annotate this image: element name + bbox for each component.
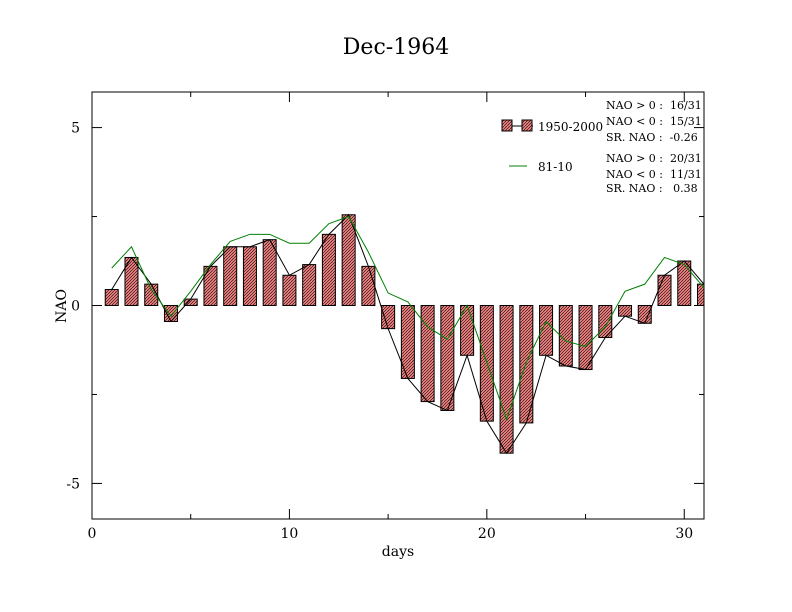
legend-bar-swatch-right bbox=[521, 119, 533, 132]
y-tick-label: 0 bbox=[71, 299, 80, 315]
bar bbox=[302, 264, 317, 306]
x-tick-label: 20 bbox=[478, 526, 496, 542]
stat-b-neg: NAO < 0 : 11/31 bbox=[606, 168, 702, 181]
x-tick-label: 10 bbox=[281, 526, 299, 542]
bar bbox=[341, 214, 356, 306]
bar bbox=[637, 305, 652, 324]
bar bbox=[242, 246, 257, 307]
bar bbox=[282, 274, 297, 307]
x-axis-label: days bbox=[382, 544, 414, 560]
bar bbox=[657, 274, 672, 307]
bar bbox=[420, 305, 435, 403]
series-line-81-10 bbox=[111, 215, 705, 421]
bar bbox=[697, 283, 705, 306]
y-tick-label: 5 bbox=[71, 121, 80, 137]
bar bbox=[223, 246, 238, 307]
stat-b-sr: SR. NAO : 0.38 bbox=[606, 182, 698, 195]
x-tick-label: 0 bbox=[88, 526, 97, 542]
bar-series-1950-2000 bbox=[104, 214, 705, 454]
stat-b-pos: NAO > 0 : 20/31 bbox=[606, 152, 702, 165]
bar bbox=[677, 260, 692, 307]
bar bbox=[104, 288, 119, 306]
bar bbox=[519, 305, 534, 424]
line-layer bbox=[111, 213, 705, 455]
bar bbox=[618, 305, 633, 317]
bar bbox=[499, 305, 514, 454]
chart-title: Dec-1964 bbox=[343, 35, 449, 60]
legend-label-1950-2000: 1950-2000 bbox=[538, 120, 603, 134]
stat-a-neg: NAO < 0 : 15/31 bbox=[606, 115, 702, 128]
bar bbox=[203, 265, 218, 307]
stat-a-sr: SR. NAO : -0.26 bbox=[606, 131, 698, 144]
bar bbox=[578, 305, 593, 371]
axis-ticks: 0 10 20 30 5 0 -5 bbox=[66, 92, 704, 542]
legend-label-81-10: 81-10 bbox=[538, 160, 573, 174]
bar bbox=[321, 233, 336, 306]
bar bbox=[381, 305, 396, 330]
y-tick-label: -5 bbox=[66, 476, 80, 492]
bar bbox=[440, 305, 455, 411]
y-axis-label: NAO bbox=[54, 289, 70, 323]
legend: 1950-2000 81-10 NAO > 0 : 16/31 NAO < 0 … bbox=[501, 99, 702, 195]
bar bbox=[262, 239, 277, 307]
bar bbox=[361, 265, 376, 307]
bar bbox=[558, 305, 573, 367]
stat-a-pos: NAO > 0 : 16/31 bbox=[606, 99, 702, 112]
x-tick-label: 30 bbox=[675, 526, 693, 542]
series-line-1950-2000 bbox=[111, 213, 705, 455]
legend-bar-swatch-left bbox=[501, 119, 513, 132]
